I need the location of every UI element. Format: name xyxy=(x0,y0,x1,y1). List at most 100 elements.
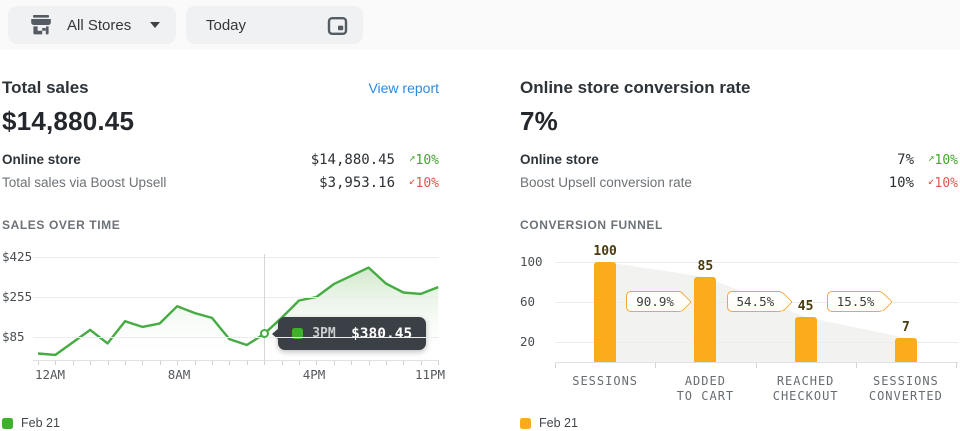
metric-label: Boost Upsell conversion rate xyxy=(520,175,692,190)
total-sales-breakdown: Online store $14,880.45 ↗10% Total sales… xyxy=(2,151,439,198)
trend-down-icon: ↙ xyxy=(927,174,935,187)
metric-value: 7% xyxy=(897,152,914,168)
chart-tooltip: 3PM $380.45 xyxy=(278,317,427,351)
metric-delta: ↙10% xyxy=(408,174,439,191)
x-axis-tick xyxy=(38,361,39,365)
storefront-icon xyxy=(30,15,52,35)
funnel-bar[interactable] xyxy=(594,262,617,362)
x-axis-tick xyxy=(555,363,556,368)
metric-value: 10% xyxy=(888,175,914,191)
x-axis-tick xyxy=(264,361,266,365)
x-axis-tick xyxy=(438,361,440,365)
calendar-icon xyxy=(327,15,348,36)
bar-value-label: 100 xyxy=(593,244,617,259)
trend-up-icon: ↗ xyxy=(927,151,935,164)
tooltip-value: $380.45 xyxy=(351,325,413,342)
x-axis-tick xyxy=(72,361,74,365)
x-axis xyxy=(33,360,439,361)
toolbar: All Stores Today xyxy=(0,0,960,50)
metric-delta: ↗10% xyxy=(408,151,439,168)
funnel-category-label: REACHED CHECKOUT xyxy=(772,374,839,403)
tooltip-time: 3PM xyxy=(312,326,336,342)
x-axis-tick-label: 4PM xyxy=(302,367,326,382)
funnel-bar[interactable] xyxy=(894,338,917,362)
funnel-category-label: ADDED TO CART xyxy=(676,374,735,403)
conversion-value: 7% xyxy=(520,106,558,136)
conversion-funnel-header: CONVERSION FUNNEL xyxy=(520,218,663,232)
metric-delta: ↙10% xyxy=(927,174,958,191)
trend-down-icon: ↙ xyxy=(408,174,416,187)
conversion-breakdown: Online store 7% ↗10% Boost Upsell conver… xyxy=(520,151,958,198)
metric-row: Boost Upsell conversion rate 10% ↙10% xyxy=(520,174,958,198)
gridline xyxy=(555,342,958,343)
conversion-rate-badge: 90.9% xyxy=(626,291,684,312)
x-axis-tick xyxy=(403,361,405,365)
x-axis-tick xyxy=(655,363,657,368)
x-axis-tick xyxy=(333,361,335,365)
conversion-funnel-chart[interactable]: 100 60 20 100 85 45 7 90.9% 54.5% 15.5% SESSIONS AD… xyxy=(520,244,958,414)
conversion-rate-badge: 54.5% xyxy=(726,291,785,312)
metric-label: Total sales via Boost Upsell xyxy=(2,175,167,190)
legend-swatch-orange xyxy=(520,417,531,429)
y-axis-tick-label: $425 xyxy=(2,248,33,264)
hovered-data-point[interactable] xyxy=(259,329,269,339)
metric-row: Total sales via Boost Upsell $3,953.16 ↙… xyxy=(2,174,439,198)
x-axis-tick xyxy=(194,361,196,365)
gridline xyxy=(33,296,439,298)
gridline xyxy=(33,336,439,338)
metric-label: Online store xyxy=(2,152,81,167)
bar-value-label: 85 xyxy=(697,259,714,274)
legend-label: Feb 21 xyxy=(539,416,578,430)
series-swatch xyxy=(292,328,304,340)
metric-label: Online store xyxy=(520,152,599,167)
hover-crosshair xyxy=(264,254,265,360)
x-axis-tick xyxy=(55,361,57,365)
y-axis-tick-label: $255 xyxy=(2,288,33,304)
y-axis-tick-label: 100 xyxy=(520,254,543,269)
funnel-legend: Feb 21 xyxy=(520,416,578,430)
metric-value: $3,953.16 xyxy=(319,175,395,191)
total-sales-value: $14,880.45 xyxy=(2,106,135,136)
date-filter-button[interactable]: Today xyxy=(186,6,363,44)
x-axis-tick xyxy=(125,361,126,365)
store-filter-label: All Stores xyxy=(67,16,132,34)
x-axis-tick xyxy=(159,361,161,365)
y-axis-tick-label: 60 xyxy=(520,294,536,309)
legend-swatch-green xyxy=(2,417,13,429)
x-axis xyxy=(555,362,958,363)
x-axis-tick xyxy=(90,361,92,365)
bar-value-label: 7 xyxy=(901,320,910,335)
legend-label: Feb 21 xyxy=(21,416,60,430)
x-axis-tick xyxy=(956,363,957,368)
funnel-bar[interactable] xyxy=(694,277,717,362)
view-report-link[interactable]: View report xyxy=(368,80,439,96)
bar-value-label: 45 xyxy=(797,299,814,314)
sales-legend: Feb 21 xyxy=(2,416,60,430)
metric-delta: ↗10% xyxy=(927,151,958,168)
x-axis-tick-label: 12AM xyxy=(34,367,66,382)
funnel-category-label: SESSIONS CONVERTED xyxy=(868,374,943,403)
x-axis-tick xyxy=(229,361,231,365)
total-sales-title: Total sales xyxy=(2,78,89,97)
x-axis-tick xyxy=(246,361,248,365)
trend-up-icon: ↗ xyxy=(408,151,416,164)
funnel-background-shape xyxy=(605,262,906,362)
x-axis-tick xyxy=(368,361,370,365)
x-axis-tick xyxy=(316,361,318,365)
funnel-bar[interactable] xyxy=(794,317,817,362)
date-filter-label: Today xyxy=(206,16,247,34)
x-axis-tick xyxy=(855,363,857,368)
x-axis-tick xyxy=(386,361,387,365)
conversion-rate-badge: 15.5% xyxy=(826,291,885,312)
y-axis-tick-label: 20 xyxy=(520,334,536,349)
metric-value: $14,880.45 xyxy=(310,152,395,168)
x-axis-tick xyxy=(299,361,300,365)
sales-over-time-chart[interactable]: 3PM $380.45 $425 $255 $85 12AM 8AM 4PM 11PM xyxy=(2,244,445,389)
gridline xyxy=(555,262,958,263)
x-axis-tick xyxy=(351,361,353,365)
store-filter-button[interactable]: All Stores xyxy=(8,6,176,44)
x-axis-tick xyxy=(755,363,757,368)
x-axis-tick-label: 8AM xyxy=(167,367,191,382)
x-axis-tick-label: 11PM xyxy=(414,367,446,382)
